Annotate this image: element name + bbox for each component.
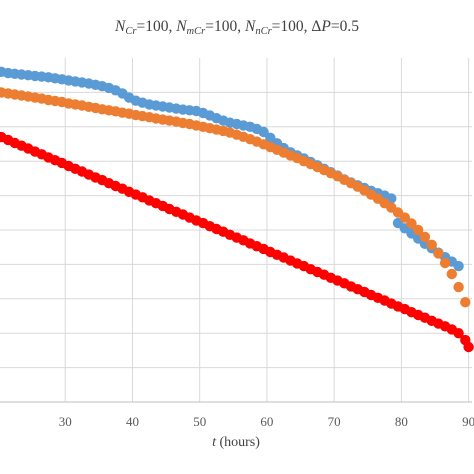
- data-point: [419, 231, 431, 243]
- title-part: P: [320, 18, 331, 35]
- data-point: [463, 341, 474, 353]
- title-part: N: [114, 18, 127, 35]
- title-part: =100, Δ: [272, 18, 322, 35]
- data-point: [460, 297, 471, 308]
- x-tick-label: 30: [59, 414, 72, 429]
- title-part: Cr: [125, 26, 137, 37]
- x-tick-label: 80: [395, 414, 408, 429]
- x-tick-label: 40: [126, 414, 139, 429]
- x-axis-label: t (hours): [212, 435, 260, 450]
- data-point: [453, 281, 464, 293]
- title-part: =100,: [205, 18, 245, 35]
- title-part: =0.5: [331, 18, 359, 35]
- data-point: [426, 239, 437, 250]
- x-axis-label-unit: (hours): [216, 435, 260, 450]
- x-tick-label: 50: [193, 414, 206, 429]
- x-tick-label: 60: [260, 414, 273, 429]
- series-2: [0, 87, 471, 308]
- data-point: [433, 248, 444, 259]
- x-axis-label-var: t: [212, 435, 217, 450]
- data-point: [453, 328, 464, 339]
- data-point: [406, 218, 417, 229]
- title-part: =100,: [136, 18, 176, 35]
- data-point: [399, 212, 410, 223]
- x-tick-label: 90: [462, 414, 474, 429]
- grid: [0, 58, 472, 403]
- data-series: [0, 66, 474, 353]
- title-part: nCr: [255, 26, 272, 37]
- data-point: [453, 260, 464, 272]
- title-part: N: [175, 18, 188, 35]
- data-point: [446, 268, 457, 280]
- data-point: [439, 257, 451, 269]
- title-part: mCr: [187, 26, 207, 37]
- series-3: [0, 131, 474, 353]
- title-part: N: [244, 18, 257, 35]
- data-point: [258, 126, 269, 138]
- x-tick-label: 70: [328, 414, 341, 429]
- data-point: [413, 224, 424, 236]
- chart-title: NCr=100, NmCr=100, NnCr=100, ΔP=0.5: [114, 18, 359, 37]
- x-axis: 30 40 50 60 70 80 90: [0, 401, 474, 429]
